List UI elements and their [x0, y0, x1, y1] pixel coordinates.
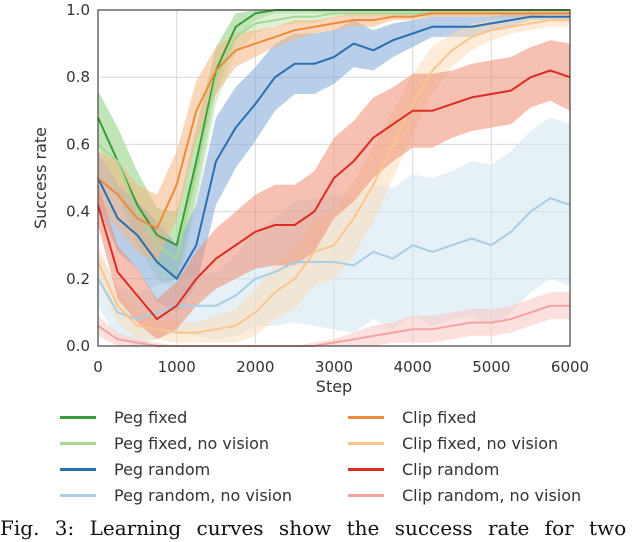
legend-swatch [348, 441, 384, 445]
legend-label: Clip fixed [402, 407, 477, 427]
y-tick-label: 0.8 [66, 68, 90, 86]
legend: Peg fixed Peg fixed, no vision Peg random P… [0, 404, 632, 514]
legend-swatch [60, 441, 96, 445]
legend-item-clip-random-no-vision: Clip random, no vision [348, 482, 581, 508]
x-tick-labels: 0 1000 2000 3000 4000 5000 6000 [93, 358, 589, 376]
x-tick-label: 0 [93, 358, 103, 376]
peg-random-band [98, 13, 570, 313]
peg-random-line [97, 15, 570, 280]
legend-swatch [60, 415, 96, 419]
y-tick-labels: 0.0 0.2 0.4 0.6 0.8 1.0 [66, 1, 90, 355]
x-tick-label: 4000 [394, 358, 432, 376]
x-tick-label: 3000 [315, 358, 353, 376]
x-axis-label: Step [316, 377, 352, 396]
y-tick-label: 0.2 [66, 270, 90, 288]
y-tick-label: 0.0 [66, 337, 90, 355]
learning-curves-chart: 0 1000 2000 3000 4000 5000 6000 0.00.20.40.60.… [31, 1, 589, 396]
legend-label: Peg random [114, 459, 211, 479]
x-tick-label: 6000 [551, 358, 589, 376]
legend-label: Peg random, no vision [114, 485, 293, 505]
legend-swatch [348, 493, 384, 497]
legend-label: Clip random, no vision [402, 485, 582, 505]
legend-item-clip-fixed: Clip fixed [348, 404, 476, 430]
legend-item-peg-fixed-no-vision: Peg fixed, no vision [60, 430, 269, 456]
y-tick-label: 0.4 [66, 203, 90, 221]
x-tick-label: 5000 [472, 358, 510, 376]
legend-label: Clip fixed, no vision [402, 433, 559, 453]
legend-item-peg-random: Peg random [60, 456, 210, 482]
y-axis-label: Success rate [31, 127, 50, 229]
legend-swatch [60, 467, 96, 471]
legend-swatch [60, 493, 96, 497]
legend-swatch [348, 415, 384, 419]
x-tick-label: 1000 [158, 358, 196, 376]
clip-random-line [97, 69, 571, 321]
legend-item-clip-random: Clip random [348, 456, 499, 482]
legend-item-peg-fixed: Peg fixed [60, 404, 187, 430]
legend-label: Clip random [402, 459, 500, 479]
y-tick-label: 1.0 [66, 1, 90, 19]
legend-label: Peg fixed [114, 407, 188, 427]
figure-caption: Fig. 3: Learning curves show the success… [0, 516, 632, 540]
series-lines [97, 9, 571, 347]
legend-label: Peg fixed, no vision [114, 433, 270, 453]
clip-fixed-line [97, 12, 570, 230]
clip-random-no-vision-band [98, 292, 570, 346]
y-tick-label: 0.6 [66, 135, 90, 153]
clip-fixed-no-vision-line [97, 19, 570, 334]
plot-frame [97, 9, 571, 347]
clip-random-band [98, 40, 570, 340]
x-tick-label: 2000 [236, 358, 274, 376]
legend-item-clip-fixed-no-vision: Clip fixed, no vision [348, 430, 558, 456]
clip-fixed-no-vision-band [98, 13, 570, 343]
legend-item-peg-random-no-vision: Peg random, no vision [60, 482, 292, 508]
legend-swatch [348, 467, 384, 471]
